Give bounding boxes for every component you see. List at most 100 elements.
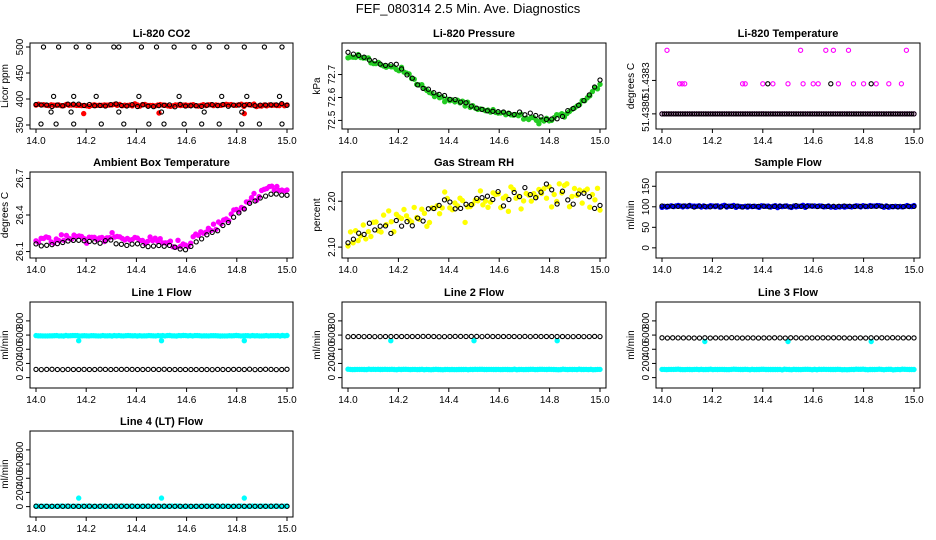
data-point	[879, 335, 885, 341]
data-point	[479, 106, 485, 113]
data-point	[129, 102, 135, 108]
data-point	[398, 66, 405, 72]
data-point	[495, 109, 501, 115]
data-point	[575, 102, 582, 108]
data-point	[366, 333, 373, 340]
x-tick-label: 14.2	[76, 524, 96, 535]
data-point	[664, 335, 671, 341]
data-point	[761, 335, 767, 341]
data-point	[129, 503, 135, 509]
x-tick-label: 14.8	[540, 136, 560, 147]
data-point	[441, 333, 448, 340]
data-point	[241, 102, 247, 108]
data-point	[398, 223, 405, 229]
series-2.5-min-avg	[33, 503, 290, 510]
series-2.5-min-avg	[345, 49, 603, 123]
y-tick-label: 0	[327, 374, 338, 380]
data-point	[116, 44, 122, 50]
panel-title: Li-820 Temperature	[738, 28, 839, 40]
data-point	[140, 366, 146, 373]
data-point	[565, 333, 571, 340]
x-tick-label: 14.8	[540, 265, 560, 276]
data-point	[262, 503, 269, 509]
data-point	[345, 334, 351, 340]
data-point	[457, 99, 464, 105]
data-point	[401, 206, 407, 213]
data-point	[49, 103, 55, 110]
data-point	[809, 335, 815, 341]
data-point	[425, 86, 432, 92]
data-point	[766, 335, 772, 341]
data-point	[54, 366, 61, 373]
data-point	[528, 198, 534, 204]
data-point	[388, 62, 394, 68]
data-point	[156, 242, 162, 249]
data-point	[248, 194, 255, 201]
y-tick-label: 350	[15, 116, 26, 133]
y-axis-label: ml/min	[0, 459, 11, 488]
data-point	[520, 198, 527, 204]
data-point	[718, 335, 724, 341]
data-point	[886, 81, 892, 87]
data-point	[522, 333, 528, 340]
data-point	[241, 44, 247, 50]
panel-ambient: Ambient Box Temperature degrees C 14.0 14.2…	[0, 157, 297, 276]
data-point	[570, 333, 576, 340]
data-point	[161, 503, 167, 509]
x-tick-label: 15.0	[277, 265, 297, 276]
data-point	[86, 503, 93, 509]
data-point	[506, 196, 512, 203]
data-point	[879, 203, 885, 209]
data-point	[246, 200, 253, 206]
data-point	[495, 333, 501, 340]
data-point	[436, 91, 442, 98]
data-point	[368, 233, 374, 240]
data-point	[251, 190, 257, 197]
data-point	[241, 338, 247, 344]
data-point	[823, 47, 829, 53]
data-point	[707, 204, 713, 210]
data-point	[55, 44, 62, 50]
data-point	[181, 121, 187, 127]
data-point	[750, 335, 756, 341]
data-point	[377, 61, 383, 67]
data-point	[145, 243, 151, 250]
data-point	[268, 366, 274, 373]
data-point	[565, 107, 571, 114]
x-tick-label: 14.0	[338, 136, 358, 147]
data-point	[157, 235, 163, 242]
x-tick-label: 14.2	[389, 395, 409, 406]
data-point	[847, 335, 853, 341]
data-point	[447, 333, 453, 340]
x-tick-label: 14.2	[703, 395, 723, 406]
data-point	[345, 240, 351, 246]
data-point	[825, 335, 831, 341]
data-point	[675, 203, 681, 210]
data-point	[261, 44, 268, 50]
x-tick-label: 14.8	[227, 265, 247, 276]
data-point	[516, 193, 523, 200]
data-point	[696, 203, 703, 209]
data-point	[420, 85, 426, 92]
data-point	[156, 503, 162, 509]
data-point	[279, 44, 285, 50]
data-point	[71, 93, 77, 100]
data-point	[586, 194, 592, 200]
plot-frame	[655, 171, 921, 259]
data-point	[102, 238, 109, 244]
panel-title: Line 2 Flow	[444, 287, 504, 299]
data-point	[554, 116, 560, 122]
data-point	[712, 203, 719, 209]
data-point	[755, 203, 762, 210]
data-point	[597, 366, 603, 373]
data-point	[765, 81, 771, 87]
data-point	[176, 93, 182, 100]
y-axis-label: kPa	[312, 77, 323, 95]
series-raw	[345, 338, 603, 373]
data-point	[734, 203, 740, 209]
data-point	[785, 338, 791, 345]
data-point	[484, 333, 491, 339]
data-point	[788, 335, 794, 341]
data-point	[543, 333, 550, 340]
